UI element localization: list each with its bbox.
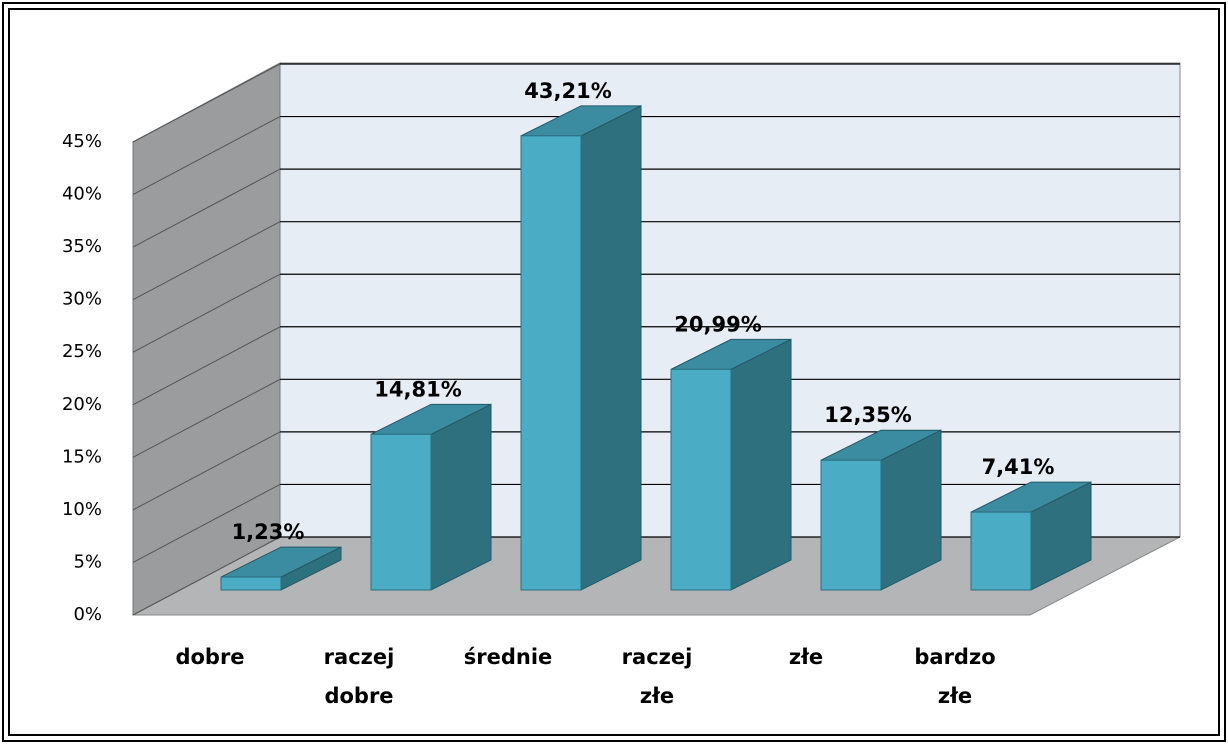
bar-front (220, 576, 282, 591)
value-label: 1,23% (232, 520, 305, 544)
grid-line-side (132, 63, 281, 143)
grid-line-side (132, 431, 281, 511)
y-tick-label: 30% (62, 289, 102, 310)
bar-side (580, 105, 642, 591)
x-tick-label: raczej dobre (324, 645, 395, 708)
bar (520, 105, 642, 591)
bar-side (730, 338, 792, 591)
bar-front (370, 433, 432, 591)
x-tick-label: złe (789, 645, 823, 669)
x-tick-label: bardzo złe (914, 645, 995, 708)
grid-line-side (132, 273, 281, 353)
grid-line-side (132, 378, 281, 458)
bar-front (520, 135, 582, 591)
bar (970, 481, 1092, 591)
bar-side (430, 403, 492, 591)
x-tick-label: dobre (175, 645, 244, 669)
x-tick-label: średnie (464, 645, 553, 669)
bar-front (670, 368, 732, 591)
bar (670, 338, 792, 591)
y-tick-label: 5% (73, 551, 102, 572)
grid-line-side (132, 221, 281, 301)
grid-line-side (132, 536, 281, 616)
y-tick-label: 35% (62, 236, 102, 257)
bar (220, 546, 342, 591)
bar-front (820, 459, 882, 591)
y-tick-label: 10% (62, 499, 102, 520)
y-tick-label: 45% (62, 131, 102, 152)
value-label: 12,35% (824, 403, 911, 427)
grid-line-side (132, 168, 281, 248)
value-label: 7,41% (982, 455, 1055, 479)
y-tick-label: 25% (62, 341, 102, 362)
grid-line-side (132, 116, 281, 195)
y-tick-label: 0% (73, 604, 102, 625)
y-tick-label: 40% (62, 184, 102, 205)
value-label: 43,21% (524, 79, 611, 103)
bar-front (970, 511, 1032, 591)
x-tick-label: raczej złe (622, 645, 693, 708)
frame-inner (8, 8, 1220, 736)
y-tick-label: 15% (62, 446, 102, 467)
grid-line-side (132, 326, 281, 406)
y-tick-label: 20% (62, 394, 102, 415)
bar (820, 429, 942, 591)
value-label: 20,99% (674, 312, 761, 336)
grid-line-side (132, 484, 281, 563)
bar (370, 403, 492, 591)
value-label: 14,81% (374, 377, 461, 401)
